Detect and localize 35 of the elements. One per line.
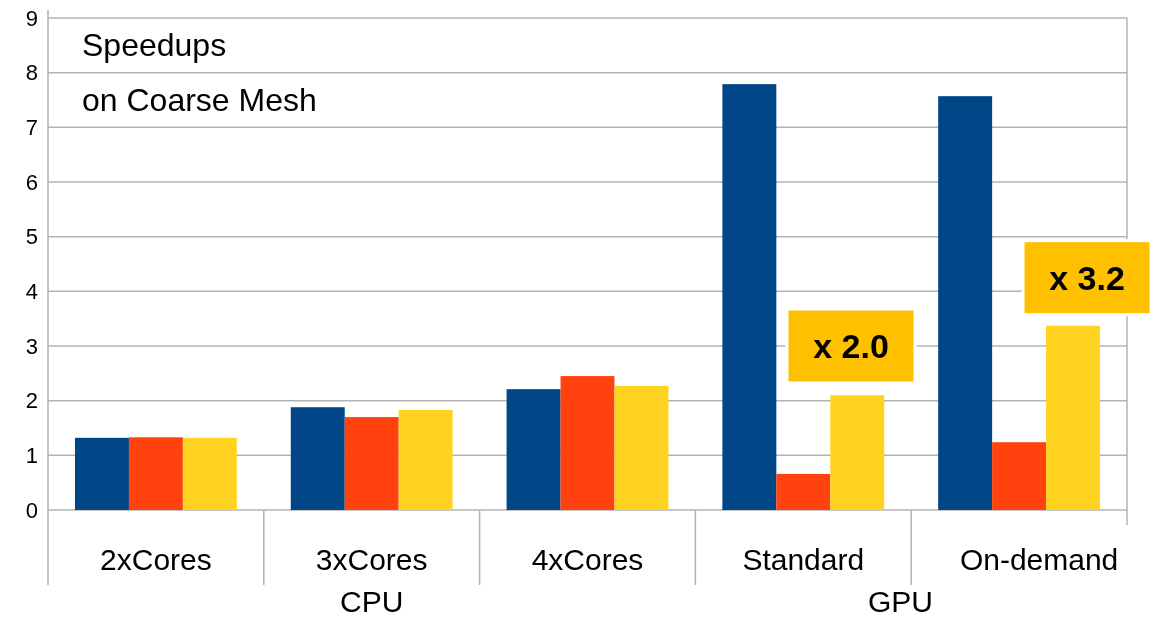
x-tick-label: 4xCores (531, 543, 644, 576)
bar (614, 385, 669, 510)
bar (830, 395, 885, 510)
bar (938, 96, 993, 510)
bar (344, 417, 399, 510)
y-tick-label: 5 (25, 224, 38, 250)
bar (74, 437, 129, 510)
bar (992, 442, 1047, 510)
x-tick-label: On-demand (959, 543, 1119, 576)
bar (1046, 325, 1101, 510)
y-tick-label: 3 (25, 333, 38, 359)
annotation: x 2.0 (813, 326, 889, 365)
y-tick-label: 6 (25, 169, 38, 195)
bar (182, 437, 237, 510)
y-tick-label: 1 (25, 443, 38, 469)
bar (560, 376, 615, 510)
bar (776, 473, 831, 510)
x-tick-label: 3xCores (315, 543, 428, 576)
bar (398, 409, 453, 510)
y-tick-label: 9 (25, 5, 38, 31)
x-tick-label: Standard (742, 543, 865, 576)
bar (506, 389, 561, 510)
text: Speedups on Coarse Mesh (82, 27, 317, 118)
y-tick-label: 0 (25, 497, 38, 523)
x-tick-label: 2xCores (100, 543, 212, 576)
y-tick-label: 4 (25, 279, 38, 305)
text: CPU (340, 585, 404, 618)
bar (722, 84, 777, 510)
bar (128, 437, 183, 510)
text: GPU (867, 585, 933, 618)
y-tick-label: 8 (25, 60, 38, 86)
annotation: x 3.2 (1049, 258, 1125, 297)
bar (290, 407, 345, 510)
y-tick-label: 2 (25, 388, 38, 414)
y-tick-label: 7 (25, 115, 38, 141)
